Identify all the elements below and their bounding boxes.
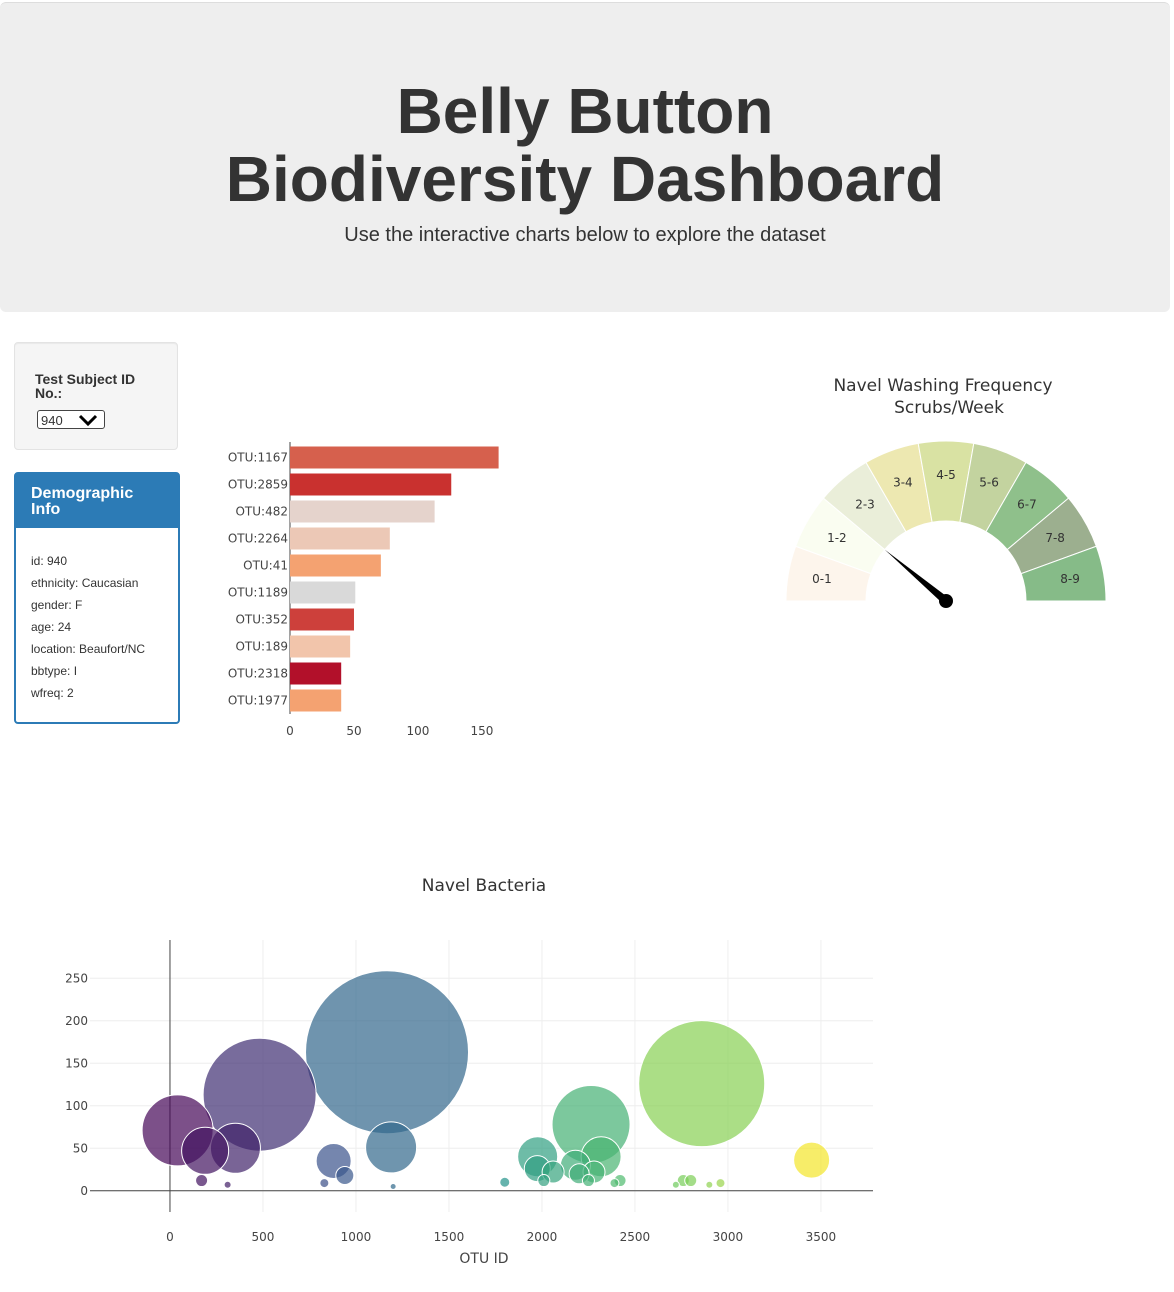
bubble-point — [335, 1165, 355, 1185]
bubble-y-tick-label: 200 — [65, 1014, 88, 1028]
demographic-row: id: 940 — [31, 554, 68, 568]
demographic-info-title: Demographic Info — [16, 474, 178, 528]
subject-id-select[interactable]: 940 — [37, 410, 105, 429]
gauge-section-label: 4-5 — [936, 468, 956, 482]
bar-category-label: OTU:1189 — [228, 586, 288, 600]
bar — [290, 635, 351, 658]
bar — [290, 662, 342, 685]
bar — [290, 554, 381, 577]
bar-category-label: OTU:2859 — [228, 478, 288, 492]
gauge-section-label: 0-1 — [812, 572, 832, 586]
bubble-point — [319, 1178, 330, 1189]
bar — [290, 473, 452, 496]
bar — [290, 446, 499, 469]
bubble-point — [793, 1141, 831, 1179]
gauge-section-label: 5-6 — [979, 476, 999, 490]
bubble-y-tick-label: 100 — [65, 1099, 88, 1113]
bar-category-label: OTU:1167 — [228, 451, 288, 465]
bar-category-label: OTU:2264 — [228, 532, 288, 546]
bubble-y-tick-label: 150 — [65, 1056, 88, 1070]
bubble-point — [389, 1183, 397, 1190]
demographic-row: bbtype: I — [31, 664, 78, 678]
bubble-point — [223, 1180, 232, 1189]
bubble-point — [195, 1174, 209, 1188]
bubble-x-tick-label: 0 — [166, 1230, 174, 1244]
gauge-needle — [884, 549, 949, 605]
demographic-row: ethnicity: Caucasian — [31, 576, 139, 590]
page-subtitle: Use the interactive charts below to expl… — [344, 224, 826, 246]
bubble-x-tick-label: 3500 — [806, 1230, 837, 1244]
gauge-section — [1020, 545, 1107, 602]
bar-category-label: OTU:1977 — [228, 694, 288, 708]
bubble-point — [581, 1174, 595, 1188]
bubble-point — [638, 1020, 766, 1148]
page-title: Belly Button Biodiversity Dashboard — [225, 75, 945, 215]
demographic-row: gender: F — [31, 598, 83, 612]
demographic-info-panel: Demographic Info id: 940 ethnicity: Cauca… — [14, 472, 180, 724]
selector-label: Test Subject ID No.: — [35, 371, 136, 401]
gauge-section-label: 6-7 — [1017, 497, 1037, 511]
bar-x-tick-label: 100 — [407, 724, 430, 738]
gauge-subtitle: Scrubs/Week — [894, 398, 1004, 418]
bubble-point — [609, 1178, 620, 1189]
bubble-x-tick-label: 3000 — [713, 1230, 744, 1244]
bar — [290, 581, 356, 604]
gauge-needle-hub — [939, 594, 953, 608]
bar-category-label: OTU:352 — [235, 613, 288, 627]
gauge-section-label: 1-2 — [827, 531, 847, 545]
bubble-point — [705, 1180, 714, 1189]
bar-category-label: OTU:41 — [243, 559, 288, 573]
bubble-point — [684, 1174, 698, 1188]
bubble-point — [537, 1174, 551, 1188]
gauge-title: Navel Washing Frequency — [833, 376, 1052, 396]
bar — [290, 527, 390, 550]
top10-otu-bar-chart: OTU:1167 OTU:2859 OTU:482 OTU:2264 OTU:41 OTU… — [228, 442, 499, 738]
bubble-x-tick-label: 500 — [252, 1230, 275, 1244]
demographic-row: location: Beaufort/NC — [31, 642, 146, 656]
bubble-point — [715, 1178, 726, 1189]
bar — [290, 689, 342, 712]
bubble-chart-title: Navel Bacteria — [422, 876, 546, 896]
chevron-down-icon — [78, 414, 98, 426]
bubble-point — [499, 1176, 511, 1188]
bubble-x-axis-label: OTU ID — [459, 1251, 508, 1267]
bubble-x-tick-label: 2500 — [620, 1230, 651, 1244]
bubble-point — [365, 1121, 418, 1174]
bar-x-tick-label: 50 — [346, 724, 361, 738]
jumbotron-header: Belly Button Biodiversity Dashboard Use … — [0, 2, 1170, 312]
bubble-y-tick-label: 250 — [65, 971, 88, 985]
bubble-x-tick-label: 1000 — [341, 1230, 372, 1244]
bubble-y-tick-label: 50 — [73, 1141, 88, 1155]
demographic-row: age: 24 — [31, 620, 72, 634]
demographic-info-body: id: 940 ethnicity: Caucasian gender: F age:… — [16, 528, 178, 704]
bubble-x-tick-label: 2000 — [527, 1230, 558, 1244]
gauge-section-label: 7-8 — [1045, 531, 1065, 545]
bar-category-label: OTU:2318 — [228, 667, 288, 681]
bar-category-label: OTU:189 — [235, 640, 288, 654]
bar — [290, 608, 354, 631]
gauge-section-label: 8-9 — [1060, 572, 1080, 586]
bar-category-label: OTU:482 — [235, 505, 288, 519]
bubble-y-tick-label: 0 — [80, 1184, 88, 1198]
bubble-x-tick-label: 1500 — [434, 1230, 465, 1244]
demographic-row: wfreq: 2 — [31, 686, 74, 700]
gauge-section-label: 3-4 — [893, 476, 913, 490]
bar-x-tick-label: 0 — [286, 724, 294, 738]
selected-subject-id: 940 — [41, 413, 63, 428]
bubble-point — [181, 1126, 230, 1175]
bubble-point — [671, 1180, 680, 1189]
bar-x-tick-label: 150 — [471, 724, 494, 738]
bubble-point — [305, 970, 470, 1135]
bar — [290, 500, 435, 523]
gauge-section-label: 2-3 — [855, 497, 875, 511]
subject-selector-panel: Test Subject ID No.: 940 — [14, 342, 178, 450]
